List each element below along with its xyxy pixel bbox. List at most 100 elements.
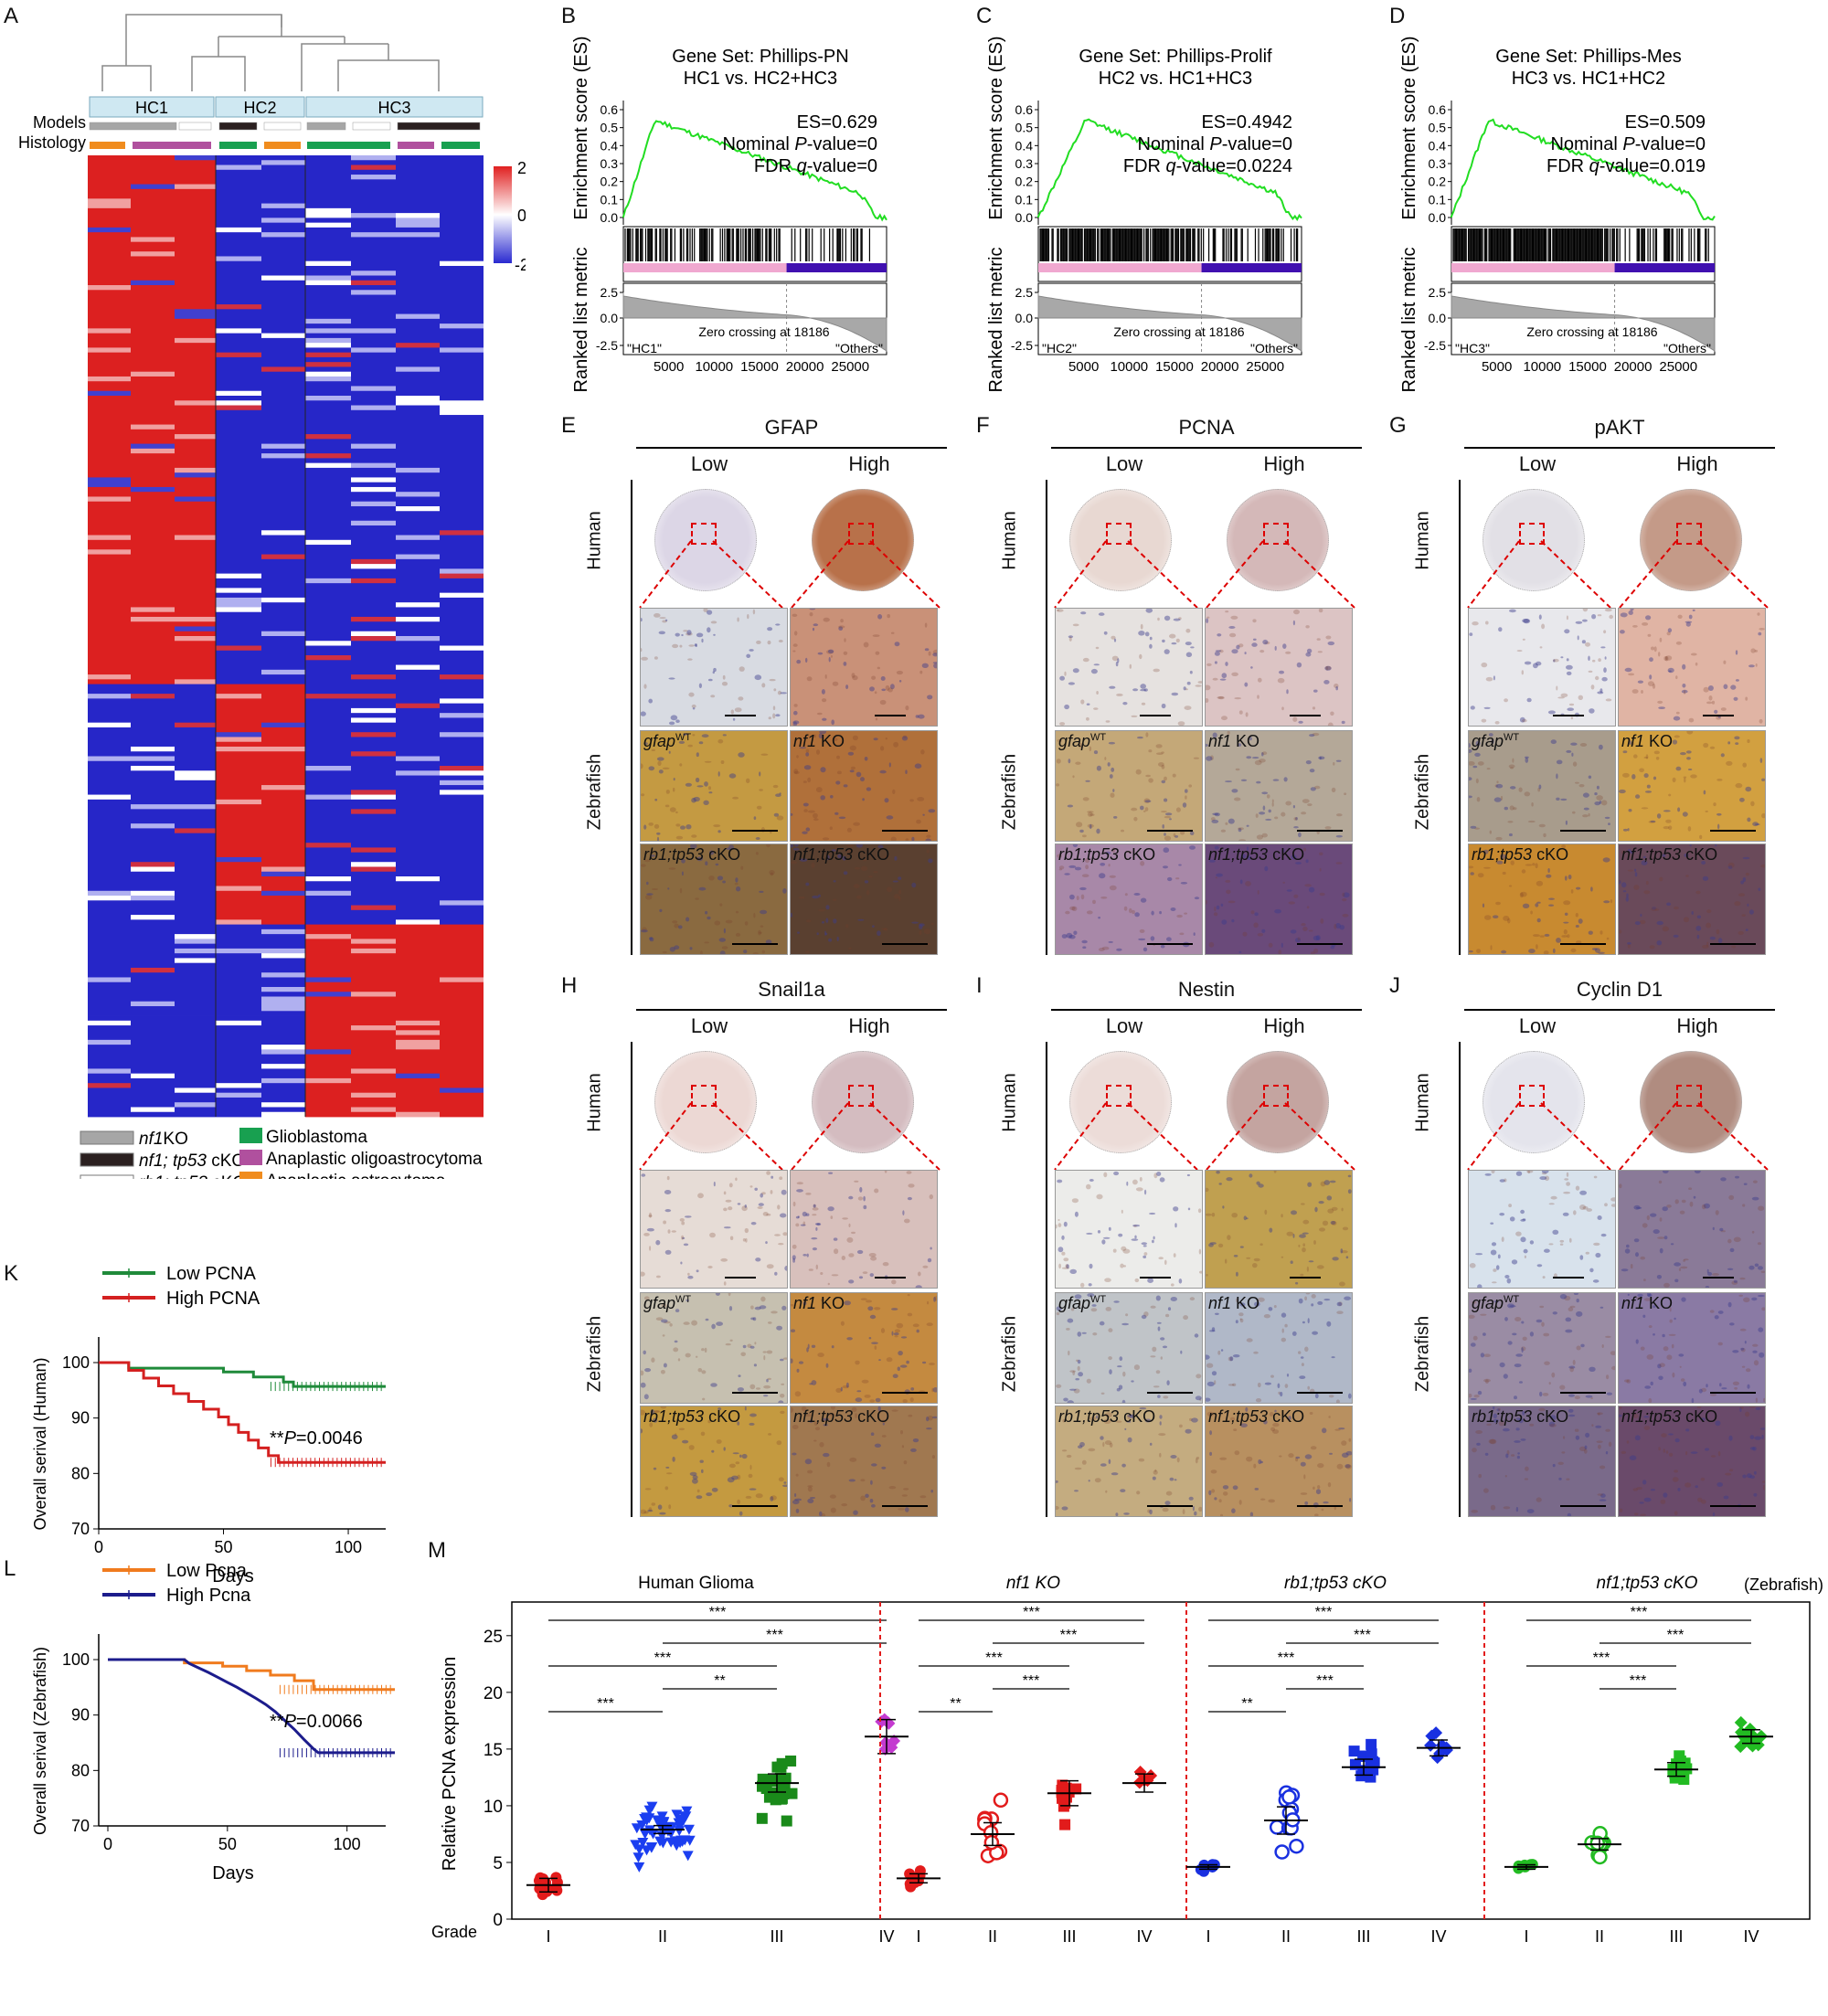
panel-label-l: L (4, 1556, 16, 1581)
gsea-subtitle: HC3 vs. HC1+HC2 (1512, 69, 1665, 89)
label-nf1-ko: nf1 KO (1621, 1294, 1674, 1312)
human-zoom-low (1468, 608, 1616, 727)
survival-x-tick: 100 (334, 1835, 361, 1853)
label-gfap-wt: gfapWT (1058, 732, 1107, 750)
scatter-point (683, 1824, 695, 1835)
gsea-rank-band-neg (1201, 263, 1302, 272)
gsea-es-tick: 0.1 (600, 192, 619, 207)
scatter-point (993, 1792, 1009, 1809)
survival-y-tick: 100 (62, 1650, 90, 1669)
cluster-label: HC2 (243, 99, 276, 117)
histology-bar (441, 142, 480, 149)
scatter-group-title: Human Glioma (638, 1574, 754, 1593)
gsea-es-curve (622, 120, 887, 222)
scatter-point (680, 1811, 692, 1822)
scatter-point (1737, 1727, 1750, 1741)
sig-stars: ** (714, 1673, 725, 1689)
scatter-point (1144, 1769, 1158, 1783)
sig-stars: *** (1316, 1673, 1334, 1689)
gsea-es-tick: 0.4 (600, 138, 619, 153)
panel-label-d: D (1389, 4, 1406, 28)
sig-stars: *** (654, 1650, 672, 1666)
gsea-zero-crossing: Zero crossing at 18186 (1113, 324, 1244, 339)
model-bar (218, 122, 258, 131)
sig-stars: *** (985, 1650, 1003, 1666)
survival-legend-label: Low PCNA (166, 1264, 256, 1284)
scatter-point (657, 1819, 669, 1830)
label-nf1-tp53-cko: nf1;tp53 cKO (1208, 845, 1305, 864)
histology-bar (219, 142, 257, 149)
gsea-es-value: ES=0.4942 (1201, 112, 1292, 133)
scatter-y-tick: 15 (484, 1741, 503, 1760)
heatmap-figure: HC1 HC2 HC3 Models Histology 2 0 -2 nf1KO nf1; tp… (0, 0, 529, 1193)
gsea-fdr: FDR q-value=0 (754, 156, 877, 176)
human-zoom-high (1618, 608, 1766, 727)
heatmap-body (88, 155, 484, 1118)
zebrafish-tile-nf1tp53 (790, 1406, 938, 1517)
ihc-title-rule (636, 447, 947, 449)
zoom-box-high (1263, 1085, 1289, 1107)
panel-label-j: J (1389, 973, 1400, 998)
histology-bar (307, 142, 390, 149)
ihc-title-rule (1051, 1009, 1362, 1011)
ihc-high-label: High (848, 1014, 890, 1037)
gsea-rank-tick: 2.5 (600, 285, 619, 300)
survival-x-tick: 0 (94, 1538, 103, 1556)
ihc-panel-pcna: PCNA Low High Human Zebrafish gfapWT nf1 KO rb1… (978, 416, 1362, 964)
sig-stars: ** (950, 1696, 961, 1712)
scatter-xlabel: Grade (431, 1923, 477, 1941)
scatter-point (671, 1836, 683, 1847)
gsea-es-tick: 0.4 (1429, 138, 1447, 153)
scatter-point (637, 1838, 649, 1849)
scatter-group-title: nf1 KO (1006, 1574, 1060, 1593)
ihc-panel-gfap: GFAP Low High Human Zebrafish gfapWT nf1 KO rb1… (563, 416, 947, 964)
human-zoom-low (640, 608, 788, 727)
zebrafish-tile-nf1tp53 (1618, 1406, 1766, 1517)
zebrafish-tile-wt (1468, 1292, 1616, 1404)
gsea-title: Gene Set: Phillips-Prolif (1079, 47, 1272, 67)
cluster-box-hc3 (305, 96, 484, 118)
ihc-zebrafish-label: Zebrafish (999, 1315, 1020, 1393)
zebrafish-tile-rb1tp53 (1055, 844, 1203, 955)
gsea-x-tick: 20000 (1201, 359, 1239, 375)
ihc-panel-snail1a: Snail1a Low High Human Zebrafish gfapWT nf1 KO… (563, 978, 947, 1526)
ihc-high-label: High (1676, 452, 1718, 475)
label-nf1-tp53-cko: nf1;tp53 cKO (1621, 845, 1718, 864)
scatter-group-title: nf1;tp53 cKO (1597, 1574, 1698, 1593)
zoom-box-low (691, 523, 717, 545)
zebrafish-tile-nf1ko (1205, 730, 1353, 842)
survival-y-tick: 100 (62, 1353, 90, 1372)
survival-pvalue: **P=0.0066 (270, 1712, 363, 1732)
gsea-fdr: FDR q-value=0.0224 (1123, 156, 1292, 176)
gsea-rank-tick: 0.0 (1015, 311, 1034, 325)
histology-row-label: Histology (18, 133, 86, 152)
gsea-x-tick: 10000 (1110, 359, 1148, 375)
survival-y-tick: 80 (71, 1761, 90, 1779)
human-zoom-high (790, 1170, 938, 1289)
scatter-grade-label: IV (1743, 1927, 1759, 1946)
cluster-box-hc1 (89, 96, 215, 118)
ihc-title-rule (1051, 447, 1362, 449)
zoom-box-high (1263, 523, 1289, 545)
gsea-es-tick: 0.6 (1429, 102, 1447, 117)
sig-stars: *** (1315, 1605, 1333, 1620)
gsea-title: Gene Set: Phillips-PN (672, 47, 848, 67)
sig-stars: *** (1593, 1650, 1610, 1666)
label-rb1-tp53-cko: rb1;tp53 cKO (643, 845, 741, 864)
survival-y-tick: 90 (71, 1409, 90, 1427)
gsea-es-value: ES=0.629 (797, 112, 877, 133)
scatter-point (786, 1788, 798, 1799)
scatter-grade-label: II (988, 1927, 997, 1946)
gsea-es-tick: 0.4 (1015, 138, 1034, 153)
ihc-low-label: Low (1518, 1014, 1557, 1037)
legend-model-swatch (80, 1174, 134, 1189)
zoom-box-low (691, 1085, 717, 1107)
zebrafish-tile-rb1tp53 (640, 1406, 788, 1517)
gsea-left-label: "HC1" (627, 341, 662, 355)
label-nf1-ko: nf1 KO (1208, 732, 1260, 750)
zebrafish-tile-wt (640, 730, 788, 842)
gsea-x-tick: 25000 (1659, 359, 1697, 375)
label-rb1-tp53-cko: rb1;tp53 cKO (643, 1407, 741, 1426)
zoom-box-high (848, 523, 874, 545)
